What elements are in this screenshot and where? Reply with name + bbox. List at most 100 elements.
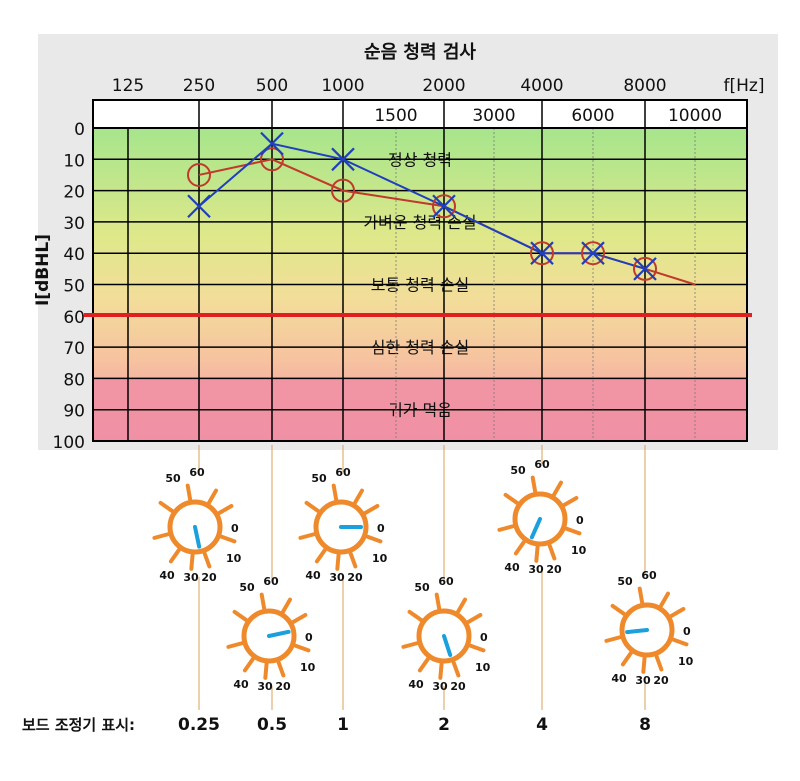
dial-spoke xyxy=(331,483,339,502)
y-axis-label: I[dBHL] xyxy=(33,234,53,306)
dial-spoke xyxy=(314,547,327,564)
dial-scale-label: 40 xyxy=(159,569,175,582)
dial-spoke xyxy=(654,654,664,672)
dial-spoke xyxy=(552,480,563,497)
dial-scale-label: 40 xyxy=(611,672,627,685)
dial-spoke xyxy=(434,592,442,611)
y-tick-label: 60 xyxy=(63,308,85,328)
grid xyxy=(92,100,748,442)
top-freq-label: 2000 xyxy=(422,76,465,96)
dial-scale-label: 50 xyxy=(414,581,430,594)
dial-scale-label: 60 xyxy=(641,569,657,582)
dial-scale-label: 10 xyxy=(300,661,316,674)
dial-scale-label: 0 xyxy=(683,625,691,638)
board-label: 8 xyxy=(639,715,651,735)
dial-spoke xyxy=(547,543,557,561)
dial-scale-label: 30 xyxy=(432,680,448,693)
dial-spoke xyxy=(291,613,308,624)
dial-scale-label: 50 xyxy=(311,472,327,485)
board-label: 1 xyxy=(337,715,349,735)
dial-spoke xyxy=(641,655,647,674)
dial-needle xyxy=(529,517,542,540)
dial-scale-label: 20 xyxy=(347,571,363,584)
dial-scale-label: 0 xyxy=(576,514,584,527)
dial-spoke xyxy=(671,637,689,647)
dial-spoke xyxy=(451,660,461,678)
dial-spoke xyxy=(185,483,193,502)
y-tick-label: 10 xyxy=(63,151,85,171)
series-layer xyxy=(187,131,696,286)
dial-scale-label: 60 xyxy=(335,466,351,479)
dial-spoke xyxy=(637,586,645,605)
dial-spoke xyxy=(293,643,311,653)
dial-scale-label: 0 xyxy=(305,631,313,644)
dial-spoke xyxy=(562,496,579,507)
dial-scale-label: 0 xyxy=(480,631,488,644)
dial-scale-label: 30 xyxy=(635,674,651,687)
freq-header: 125 250 500 1000 2000 4000 8000 f[Hz] 1500 3000… xyxy=(92,76,765,129)
dial-scale-label: 60 xyxy=(534,458,550,471)
dial-spoke xyxy=(513,539,526,556)
dial-spoke xyxy=(620,650,633,667)
dial-needle xyxy=(267,629,291,638)
dial-scale-label: 60 xyxy=(263,575,279,588)
dial-spoke xyxy=(281,597,292,614)
mid-freq-band xyxy=(92,99,748,129)
y-tick-label: 30 xyxy=(63,214,85,234)
dial-scale-label: 30 xyxy=(257,680,273,693)
mid-freq-label: 3000 xyxy=(472,106,515,126)
dial-scale-label: 30 xyxy=(329,571,345,584)
dial-spoke xyxy=(401,641,419,649)
dial-spoke xyxy=(168,547,181,564)
x-axis-label: f[Hz] xyxy=(724,76,765,96)
cross-marker xyxy=(331,147,355,172)
dial-scale-label: 20 xyxy=(201,571,217,584)
board-label: 4 xyxy=(536,715,548,735)
board-labels: 0.25 0.5 1 2 4 8 xyxy=(178,715,651,735)
dial-spoke xyxy=(348,551,358,569)
dial-needle xyxy=(442,634,453,658)
dial-spoke xyxy=(226,641,244,649)
dial-scale-label: 30 xyxy=(528,563,544,576)
dial-scale-label: 60 xyxy=(438,575,454,588)
dial-scale-label: 0 xyxy=(231,522,239,535)
dial-spoke xyxy=(468,643,486,653)
top-freq-label: 500 xyxy=(256,76,288,96)
mid-freq-label: 10000 xyxy=(668,106,722,126)
dial-spoke xyxy=(304,500,321,513)
top-freq-label: 4000 xyxy=(520,76,563,96)
board-label: 0.25 xyxy=(178,715,220,735)
mid-freq-label: 1500 xyxy=(374,106,417,126)
plot-frame xyxy=(92,127,748,442)
dial-scale-label: 40 xyxy=(233,678,249,691)
dial-scale-label: 40 xyxy=(504,561,520,574)
dial-scale-label: 20 xyxy=(450,680,466,693)
dial-scale-label: 50 xyxy=(617,575,633,588)
circle-marker xyxy=(187,162,211,187)
y-tick-labels: 0 10 20 30 40 50 60 70 80 90 100 xyxy=(53,120,85,453)
dial-spoke xyxy=(530,475,538,494)
circle-marker xyxy=(633,256,657,281)
dial-spoke xyxy=(207,488,218,505)
mid-freq-labels: 1500 3000 6000 10000 xyxy=(374,106,722,126)
dial-spoke xyxy=(604,635,622,643)
y-tick-label: 100 xyxy=(53,433,85,453)
guide-lines xyxy=(198,445,646,710)
dial-needle xyxy=(193,525,202,549)
dial-scale-label: 10 xyxy=(571,544,587,557)
dial-spoke xyxy=(217,504,234,515)
dial-spoke xyxy=(152,532,170,540)
dial-spoke xyxy=(497,524,515,532)
dial-needle xyxy=(625,628,649,635)
dial-spoke xyxy=(276,660,286,678)
top-freq-labels: 125 250 500 1000 2000 4000 8000 xyxy=(112,76,667,96)
cross-marker xyxy=(530,241,554,265)
dial-spoke xyxy=(335,552,341,571)
dial-scale-label: 10 xyxy=(372,552,388,565)
cross-marker xyxy=(581,241,605,265)
top-freq-label: 125 xyxy=(112,76,144,96)
